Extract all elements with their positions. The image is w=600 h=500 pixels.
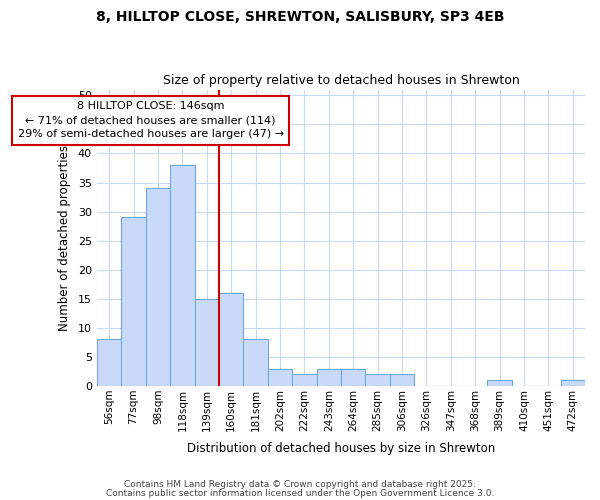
Bar: [268, 368, 292, 386]
X-axis label: Distribution of detached houses by size in Shrewton: Distribution of detached houses by size …: [187, 442, 495, 455]
Text: Contains public sector information licensed under the Open Government Licence 3.: Contains public sector information licen…: [106, 488, 494, 498]
Bar: [390, 374, 414, 386]
Bar: [292, 374, 317, 386]
Bar: [487, 380, 512, 386]
Bar: [170, 165, 194, 386]
Bar: [146, 188, 170, 386]
Bar: [365, 374, 390, 386]
Text: 8, HILLTOP CLOSE, SHREWTON, SALISBURY, SP3 4EB: 8, HILLTOP CLOSE, SHREWTON, SALISBURY, S…: [96, 10, 504, 24]
Bar: [219, 293, 244, 386]
Bar: [244, 340, 268, 386]
Bar: [121, 218, 146, 386]
Y-axis label: Number of detached properties: Number of detached properties: [58, 145, 71, 331]
Text: Contains HM Land Registry data © Crown copyright and database right 2025.: Contains HM Land Registry data © Crown c…: [124, 480, 476, 489]
Bar: [194, 299, 219, 386]
Text: 8 HILLTOP CLOSE: 146sqm
← 71% of detached houses are smaller (114)
29% of semi-d: 8 HILLTOP CLOSE: 146sqm ← 71% of detache…: [17, 102, 284, 140]
Bar: [97, 340, 121, 386]
Bar: [560, 380, 585, 386]
Bar: [341, 368, 365, 386]
Bar: [317, 368, 341, 386]
Title: Size of property relative to detached houses in Shrewton: Size of property relative to detached ho…: [163, 74, 520, 87]
